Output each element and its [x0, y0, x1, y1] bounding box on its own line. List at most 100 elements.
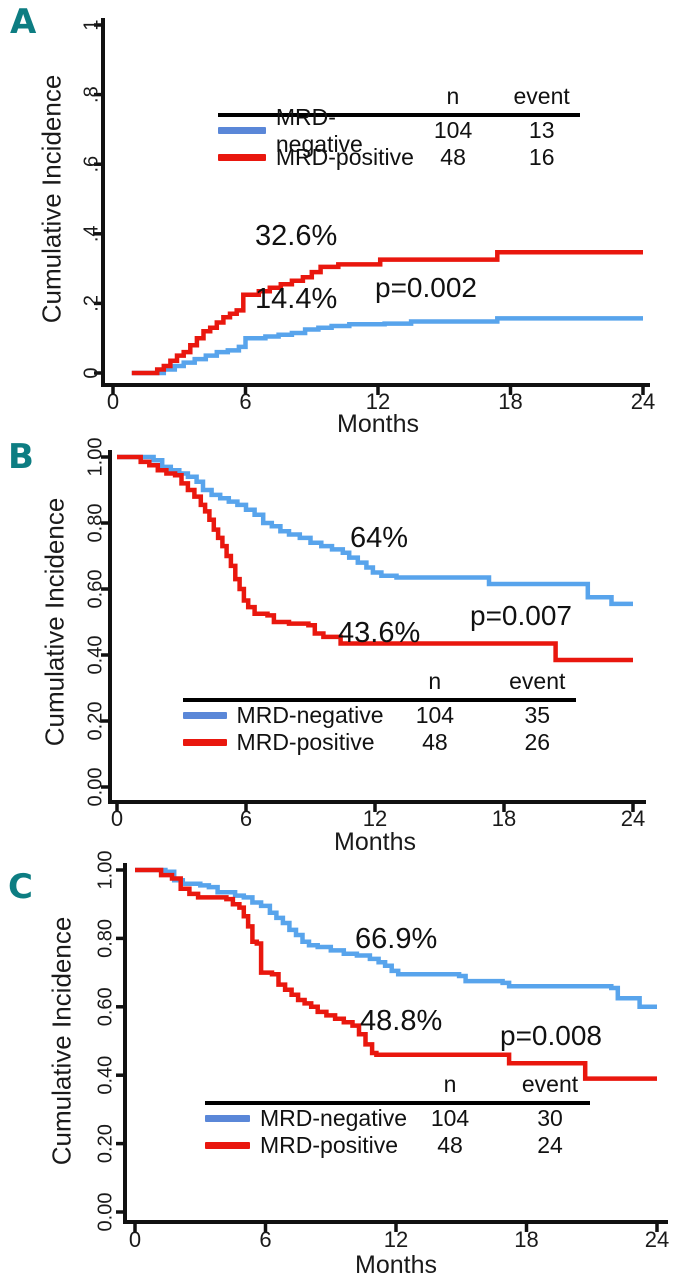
legend-n-value: 104 [433, 117, 473, 143]
y-tick-label-A: .6 [80, 156, 102, 173]
legend-swatch-cell [218, 127, 276, 134]
curve-mrd-positive-B [117, 454, 633, 663]
legend-row-mrd-positive: MRD-positive 48 24 [205, 1132, 590, 1159]
axis-lines-B [108, 450, 646, 804]
legend-header-event: event [509, 668, 566, 694]
x-tick-label-B: 18 [492, 806, 516, 831]
x-tick-label-A: 12 [366, 389, 390, 414]
x-tick-label-A: 24 [631, 389, 655, 414]
annotation-p-value-a: p=0.002 [375, 272, 477, 303]
curve-mrd-negative-B [117, 454, 633, 607]
legend-header-n: n [428, 668, 442, 694]
panel-letter-c: C [8, 867, 33, 907]
legend-label: MRD-positive [260, 1132, 399, 1158]
legend-header-row: n event [218, 83, 580, 110]
legend-n-value: 104 [430, 1105, 470, 1131]
legend-header-row: n event [205, 1071, 590, 1098]
legend-swatch-cell [183, 712, 237, 719]
annotation-negative-percent-b: 64% [350, 522, 409, 554]
y-axis-title-c: Cumulative Incidence [46, 916, 77, 1166]
panel-a: A Cumulative Incidence Months 32.6% 14.4… [0, 0, 675, 438]
legend-header-n: n [443, 1071, 457, 1097]
x-tick-label-B: 6 [240, 806, 252, 831]
x-tick-label-B: 24 [621, 806, 645, 831]
legend-swatch-cell [218, 154, 276, 161]
x-axis-title-b: Months [334, 828, 416, 856]
legend-n-value: 48 [437, 1132, 463, 1158]
legend-table-c: n event MRD-negative 104 30 MRD-positive… [205, 1071, 590, 1159]
legend-row-mrd-positive: MRD-positive 48 16 [218, 144, 580, 171]
legend-table-a: n event MRD-negative 104 13 MRD-positive… [218, 83, 580, 171]
curve-mrd-negative-C [135, 867, 657, 1010]
legend-swatch-cell [183, 739, 237, 746]
y-axis-title-a: Cumulative Incidence [36, 74, 67, 324]
panel-b: B Cumulative Incidence Months 64% 43.6% … [0, 437, 675, 856]
mrd-negative-line-swatch [205, 1115, 250, 1122]
y-tick-label-A: .8 [80, 86, 102, 103]
y-tick-label-B: 1.00 [84, 438, 106, 477]
legend-n-value: 104 [415, 702, 455, 728]
x-tick-label-C: 0 [129, 1227, 141, 1252]
panel-letter-b: B [8, 437, 34, 477]
y-axis-title-b: Cumulative Incidence [39, 497, 70, 747]
legend-n-value: 48 [440, 144, 466, 170]
legend-event-value: 35 [524, 702, 551, 728]
legend-divider [183, 698, 576, 702]
y-tick-label-C: 0.80 [94, 919, 116, 958]
legend-table-b: n event MRD-negative 104 35 MRD-positive… [183, 668, 576, 756]
legend-event-value: 30 [537, 1105, 563, 1131]
y-tick-label-A: 0 [80, 367, 102, 378]
y-tick-label-C: 1.00 [94, 851, 116, 890]
annotation-positive-percent-b: 43.6% [338, 617, 421, 649]
annotation-negative-percent-c: 66.9% [355, 923, 438, 955]
legend-n-value: 48 [422, 729, 448, 755]
legend-divider [218, 113, 580, 117]
mrd-positive-line-swatch [218, 154, 266, 161]
x-axis-title-c: Months [355, 1251, 437, 1279]
y-tick-label-A: 1 [80, 19, 102, 30]
x-tick-label-C: 12 [384, 1227, 408, 1252]
legend-event-value: 13 [528, 117, 555, 143]
legend-label: MRD-positive [275, 144, 414, 170]
legend-row-mrd-negative: MRD-negative 104 13 [218, 104, 580, 157]
y-tick-label-C: 0.60 [94, 987, 116, 1026]
legend-swatch-cell [205, 1115, 260, 1122]
legend-label: MRD-negative [236, 702, 384, 728]
legend-event-value: 16 [528, 144, 555, 170]
annotation-positive-percent-c: 48.8% [360, 1005, 443, 1037]
mrd-negative-line-swatch [183, 712, 227, 719]
y-tick-label-A: .2 [80, 295, 102, 312]
legend-swatch-cell [205, 1142, 260, 1149]
mrd-positive-line-swatch [183, 739, 227, 746]
y-tick-label-C: 0.40 [94, 1056, 116, 1095]
mrd-negative-line-swatch [218, 127, 266, 134]
mrd-positive-line-swatch [205, 1142, 250, 1149]
x-tick-label-C: 18 [514, 1227, 538, 1252]
y-tick-label-B: 0.40 [84, 636, 106, 675]
annotation-p-value-b: p=0.007 [470, 600, 572, 631]
legend-event-value: 26 [524, 729, 551, 755]
legend-header-event: event [521, 1071, 579, 1097]
legend-row-mrd-negative: MRD-negative 104 30 [205, 1105, 590, 1132]
x-tick-label-A: 18 [498, 389, 522, 414]
curve-mrd-positive-A [131, 249, 643, 376]
annotation-positive-percent-a: 32.6% [255, 220, 338, 252]
legend-label: MRD-positive [236, 729, 375, 755]
panel-letter-a: A [10, 2, 37, 42]
y-tick-label-C: 0.20 [94, 1124, 116, 1163]
y-tick-label-B: 0.00 [84, 768, 106, 807]
curve-mrd-positive-C [135, 867, 657, 1081]
legend-row-mrd-negative: MRD-negative 104 35 [183, 702, 576, 729]
x-tick-label-A: 6 [239, 389, 251, 414]
x-tick-label-A: 0 [107, 389, 119, 414]
legend-divider [205, 1101, 590, 1105]
x-tick-label-C: 6 [259, 1227, 271, 1252]
legend-label: MRD-negative [275, 103, 363, 157]
y-tick-label-C: 0.00 [94, 1193, 116, 1232]
annotation-negative-percent-a: 14.4% [255, 283, 338, 315]
legend-label: MRD-negative [260, 1105, 407, 1131]
x-axis-title-a: Months [337, 410, 419, 438]
curve-mrd-negative-A [131, 316, 643, 376]
x-tick-label-B: 12 [363, 806, 387, 831]
